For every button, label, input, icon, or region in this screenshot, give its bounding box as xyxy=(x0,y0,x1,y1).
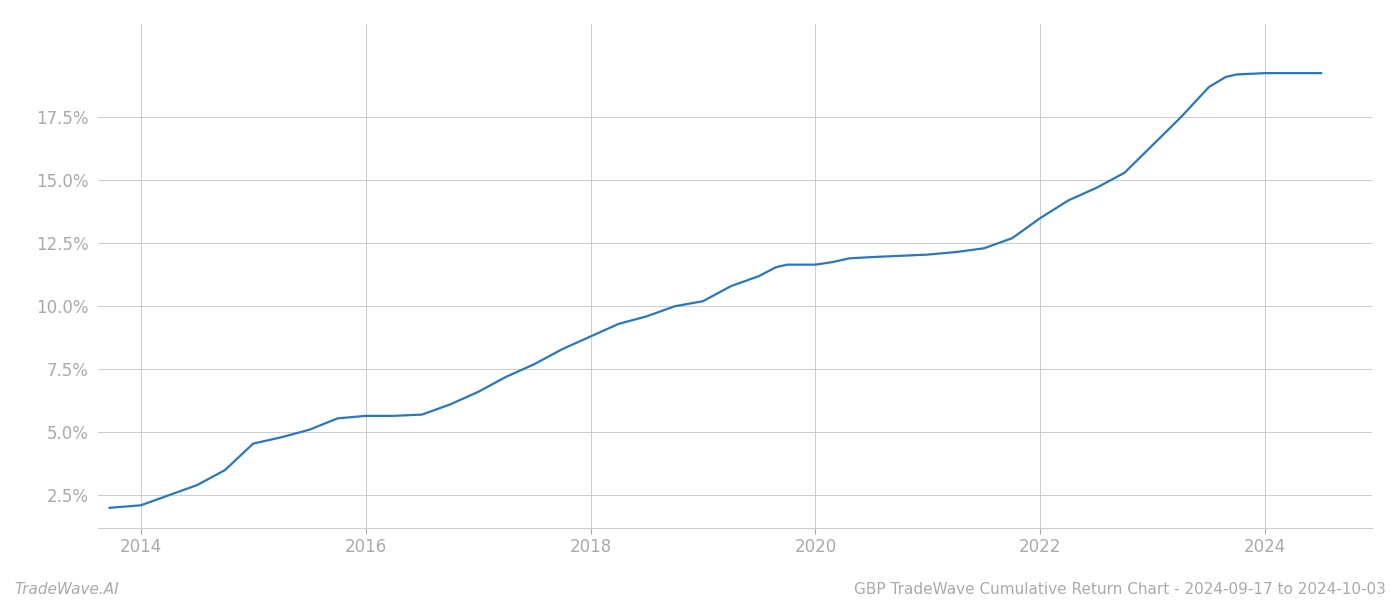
Text: GBP TradeWave Cumulative Return Chart - 2024-09-17 to 2024-10-03: GBP TradeWave Cumulative Return Chart - … xyxy=(854,582,1386,597)
Text: TradeWave.AI: TradeWave.AI xyxy=(14,582,119,597)
